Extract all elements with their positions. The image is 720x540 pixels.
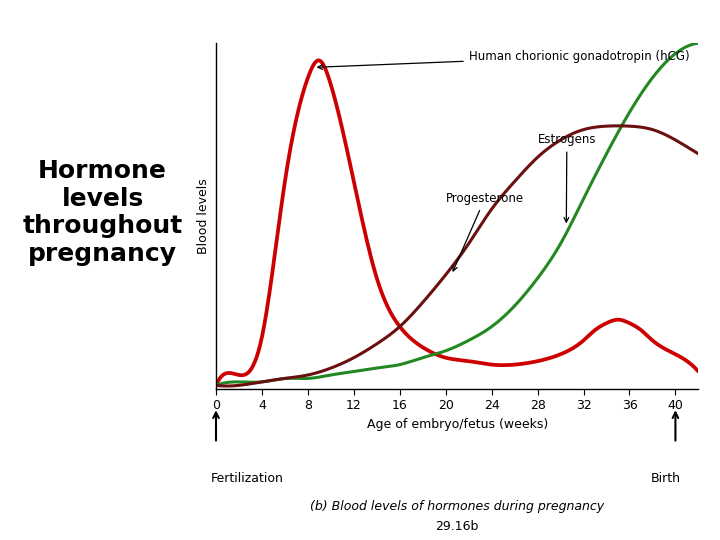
Text: Birth: Birth (651, 472, 681, 485)
Text: Hormone
levels
throughout
pregnancy: Hormone levels throughout pregnancy (22, 159, 183, 266)
Text: Human chorionic gonadotropin (hCG): Human chorionic gonadotropin (hCG) (318, 50, 689, 69)
Text: Estrogens: Estrogens (538, 133, 596, 222)
X-axis label: Age of embryo/fetus (weeks): Age of embryo/fetus (weeks) (366, 418, 548, 431)
Y-axis label: Blood levels: Blood levels (197, 178, 210, 254)
Text: Fertilization: Fertilization (210, 472, 283, 485)
Text: 29.16b: 29.16b (436, 520, 479, 534)
Text: Progesterone: Progesterone (446, 192, 524, 271)
Text: (b) Blood levels of hormones during pregnancy: (b) Blood levels of hormones during preg… (310, 500, 604, 514)
